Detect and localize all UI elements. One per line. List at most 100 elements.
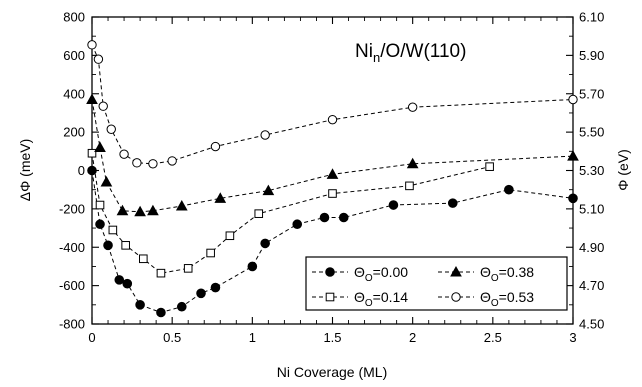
x-tick-label: 0 [88,330,95,345]
y-left-tick-label: -200 [59,201,85,216]
data-point [95,219,105,230]
y-left-tick-label: 0 [78,163,85,178]
data-point [328,189,337,198]
legend-item: ΘO=0.38 [438,264,534,284]
data-point [93,54,104,64]
legend-symbol: Θ [354,289,365,305]
data-point [98,101,108,111]
data-point [326,168,339,179]
data-point [86,93,98,105]
data-point [568,193,578,204]
y-right-axis-label: Φ (eV) [615,149,631,191]
data-point [504,184,514,195]
plot-title-sub: n [373,50,380,65]
y-right-tick-label: 5.90 [579,48,604,63]
y-right-axis-unit: (eV) [615,149,631,179]
y-right-tick-label: 4.50 [579,317,604,332]
data-point [156,307,166,318]
legend-label: ΘO=0.14 [354,289,408,309]
series-line [91,99,574,213]
data-point [122,278,133,289]
series-1 [87,148,494,278]
axis-ticks [91,16,574,325]
y-left-axis-symbol: ΔΦ [17,181,33,202]
data-point [225,231,235,241]
legend-symbol: Θ [354,264,365,280]
data-point [447,198,458,208]
y-left-axis-unit: (meV) [17,139,33,181]
data-point [196,288,206,299]
data-point [87,40,97,50]
y-left-axis-label: ΔΦ (meV) [17,139,33,202]
y-right-tick-label: 4.70 [579,278,604,293]
y-left-tick-labels: -800 -600 -400 -200 0 200 400 600 800 [59,10,85,332]
data-point [210,282,221,293]
legend-subscript: O [365,298,373,309]
legend-value: =0.53 [499,289,535,305]
legend-label: ΘO=0.00 [354,264,408,284]
data-point [156,268,166,278]
legend-label: ΘO=0.38 [480,264,534,284]
data-point [567,150,579,161]
x-tick-label: 2 [409,330,416,345]
legend-subscript: O [491,298,499,309]
legend-marker [450,265,462,277]
plot-title-main: Ni [355,41,373,62]
data-point [135,300,145,310]
data-point [132,158,142,168]
legend-subscript: O [365,273,373,284]
plot-title: Nin/O/W(110) [355,41,466,65]
data-point [406,157,419,169]
data-point [247,261,258,272]
legend-symbol: Θ [480,264,491,280]
legend-value: =0.00 [373,264,409,280]
data-point [292,219,303,230]
data-point [108,225,118,235]
data-point [183,264,193,273]
legend-value: =0.14 [373,289,409,305]
data-point [388,200,399,210]
x-tick-labels: 0 0.5 1 1.5 2 2.5 3 [88,330,576,345]
data-point [254,209,264,218]
y-right-tick-label: 4.90 [579,240,604,255]
y-right-tick-label: 6.10 [579,10,604,25]
data-point [148,159,158,169]
legend-item: ΘO=0.53 [438,289,534,309]
legend-item: ΘO=0.00 [312,264,408,284]
x-tick-label: 1.5 [323,330,341,345]
data-point [319,212,330,223]
data-point [87,148,97,158]
y-right-tick-labels: 4.50 4.70 4.90 5.10 5.30 5.50 5.70 5.90 6.10 [579,10,604,332]
data-point [147,204,159,216]
data-point [262,184,275,196]
x-tick-label: 3 [569,330,576,345]
legend-label: ΘO=0.53 [480,289,534,309]
x-axis-label: Ni Coverage (ML) [277,364,387,380]
legend-symbol: Θ [480,289,491,305]
data-point [134,205,146,217]
series-2 [86,93,579,217]
data-point [95,200,105,210]
data-point [407,102,418,112]
y-right-tick-label: 5.10 [579,201,604,216]
y-left-tick-label: 400 [63,86,85,101]
y-right-tick-label: 5.50 [579,125,604,140]
series-3 [87,40,578,169]
legend-marker [325,267,335,277]
series-0 [87,165,578,318]
y-left-tick-label: 200 [63,125,85,140]
data-point [167,156,177,166]
legend-marker [325,292,335,302]
data-point [210,141,221,152]
y-left-tick-label: -800 [59,317,85,332]
data-point [260,238,270,249]
legend-item: ΘO=0.14 [312,289,408,309]
y-right-axis-symbol: Φ [615,180,631,191]
x-tick-label: 1 [249,330,256,345]
y-left-tick-label: -600 [59,278,85,293]
data-point [114,275,125,285]
x-tick-label: 0.5 [163,330,181,345]
legend-marker [451,292,461,302]
data-point [485,162,494,171]
